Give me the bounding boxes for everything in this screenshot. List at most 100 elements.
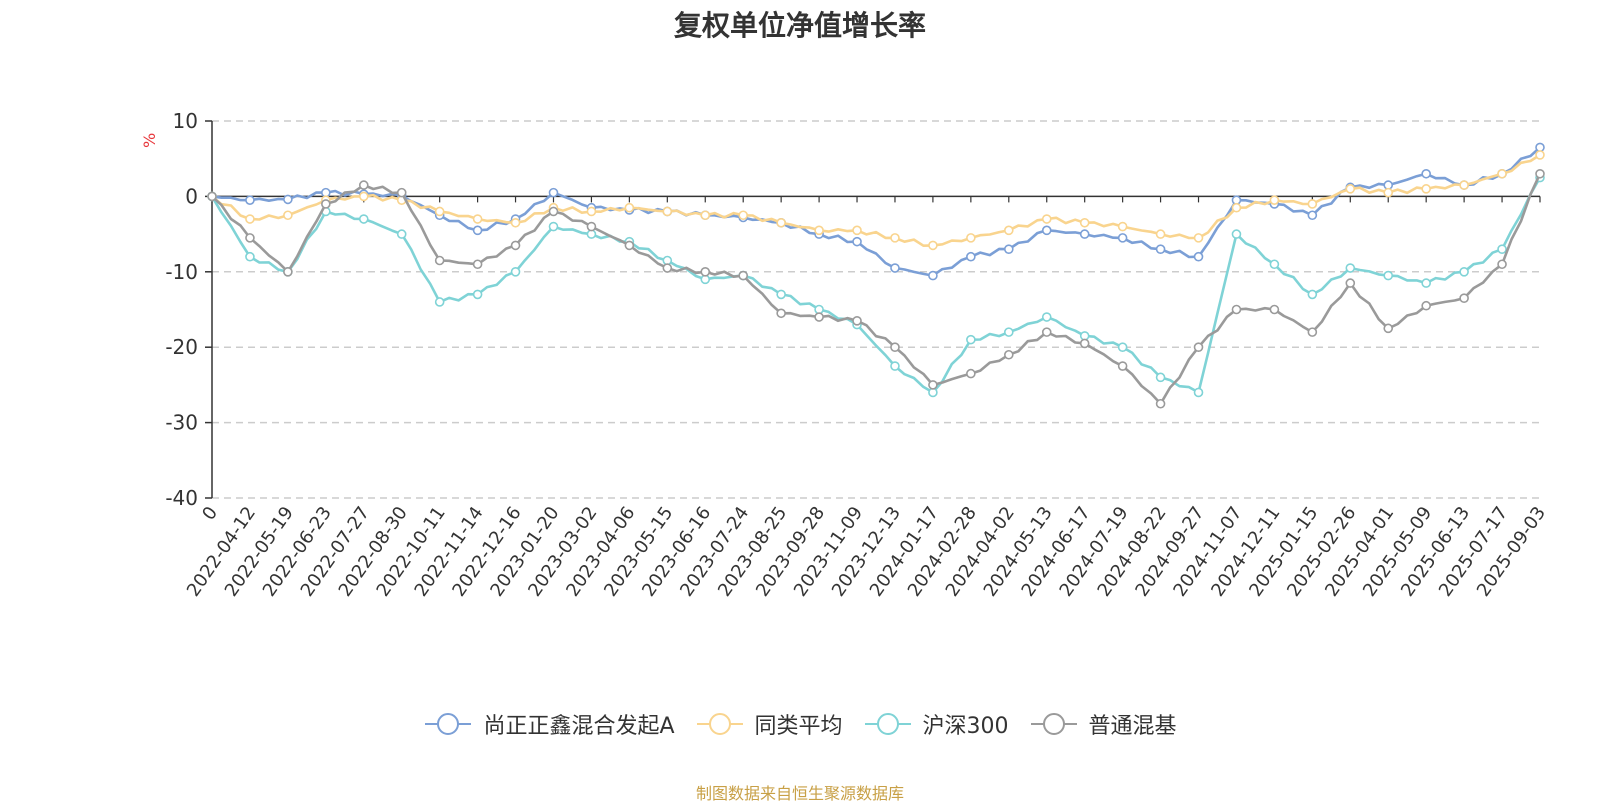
data-point [472, 289, 483, 300]
legend-marker-icon [1030, 713, 1077, 735]
data-point [358, 191, 369, 202]
data-point [586, 221, 597, 232]
data-point [1079, 229, 1090, 239]
data-point [1497, 259, 1507, 270]
data-point [966, 251, 976, 262]
legend-item[interactable]: 普通混基 [1029, 708, 1177, 740]
data-point [776, 217, 786, 228]
data-point [1269, 304, 1280, 315]
legend-item[interactable]: 尚正正鑫混合发起A [423, 708, 675, 740]
legend: 尚正正鑫混合发起A 同类平均 沪深300 普通混基 [0, 708, 1600, 743]
line-chart: 10 0 -10 -20 -30 -40 02022-04-122022-05-19202… [165, 109, 1550, 601]
data-point [814, 225, 824, 236]
data-point [890, 233, 900, 243]
data-point [1003, 244, 1014, 254]
y-tick-labels: 10 0 -10 -20 -30 -40 [165, 109, 198, 510]
gridlines [212, 120, 1540, 499]
data-point [207, 191, 217, 202]
data-point [472, 259, 483, 270]
axes [205, 120, 1541, 499]
data-point [283, 194, 293, 205]
data-point [245, 251, 255, 262]
data-point [1041, 225, 1052, 236]
series-line [211, 146, 1541, 277]
data-point [548, 206, 559, 217]
y-tick-label: 10 [173, 109, 198, 133]
data-point [700, 210, 711, 221]
data-point [1383, 187, 1394, 198]
data-point [1307, 289, 1318, 300]
data-point [434, 255, 445, 266]
data-point [1003, 225, 1014, 236]
data-point [890, 342, 900, 353]
data-point [1117, 221, 1128, 232]
data-point [1497, 168, 1507, 179]
data-point [245, 233, 255, 243]
data-point [1421, 278, 1431, 288]
data-point [1345, 184, 1356, 194]
data-point [1231, 304, 1242, 315]
data-point [1155, 244, 1166, 254]
data-point [1269, 259, 1280, 270]
data-point [434, 206, 445, 217]
data-point [890, 361, 900, 371]
data-point [1269, 195, 1280, 205]
data-point [283, 266, 293, 277]
data-point [1155, 229, 1166, 239]
data-point [548, 187, 559, 198]
legend-item[interactable]: 沪深300 [863, 708, 1009, 740]
data-point [776, 308, 786, 319]
data-point [662, 206, 673, 217]
data-point [1459, 266, 1469, 277]
data-point [1421, 184, 1431, 194]
data-point [1535, 168, 1545, 179]
data-point [1041, 312, 1052, 322]
data-point [1307, 210, 1318, 221]
series-line [211, 153, 1541, 247]
legend-label: 沪深300 [922, 714, 1009, 739]
data-point [472, 225, 483, 236]
data-point [472, 214, 483, 224]
data-point [1117, 342, 1128, 353]
data-point [624, 240, 635, 251]
series-line [210, 176, 1542, 394]
data-point [396, 187, 407, 198]
data-point [1459, 293, 1469, 303]
data-point [966, 368, 976, 379]
data-point [396, 229, 407, 239]
data-point [852, 316, 862, 326]
data-point [1193, 251, 1204, 262]
series-lines [207, 142, 1545, 409]
data-point [1041, 214, 1052, 224]
y-tick-label: 0 [185, 184, 198, 208]
data-point [1307, 199, 1318, 209]
data-point [1193, 342, 1204, 353]
data-point [1003, 327, 1014, 337]
data-point [586, 206, 597, 217]
series-line [211, 173, 1542, 406]
data-point [1193, 233, 1204, 243]
data-point [1231, 202, 1242, 213]
legend-item[interactable]: 同类平均 [695, 708, 843, 740]
data-point [1421, 300, 1431, 311]
data-point [1307, 327, 1318, 337]
data-point [434, 297, 445, 307]
data-point [1383, 323, 1394, 334]
data-point [966, 334, 976, 345]
data-point [245, 195, 255, 205]
data-point [966, 233, 976, 243]
data-point [662, 263, 673, 273]
data-point [1079, 217, 1090, 228]
y-tick-label: -40 [165, 486, 198, 510]
data-point [1117, 361, 1128, 371]
data-point [928, 270, 938, 281]
data-point [738, 270, 749, 281]
data-point [1003, 349, 1014, 360]
data-point [1041, 327, 1052, 337]
data-point [1155, 398, 1166, 409]
data-point [928, 380, 938, 390]
data-point [510, 217, 521, 228]
legend-marker-icon [864, 713, 911, 735]
y-tick-label: -10 [165, 260, 198, 284]
x-tick-label: 0 [198, 503, 222, 524]
